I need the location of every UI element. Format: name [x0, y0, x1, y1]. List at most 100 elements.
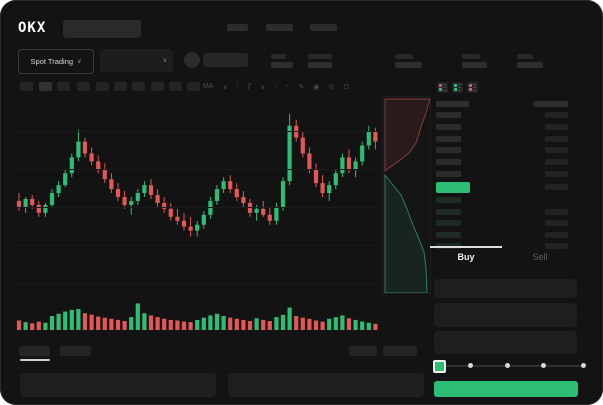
fullscreen-icon[interactable]: ⊡ [343, 83, 350, 91]
amount-slider[interactable] [434, 365, 586, 367]
candle [155, 195, 160, 203]
bid-row-2-price[interactable] [436, 208, 461, 215]
bids-only-icon[interactable] [452, 82, 463, 93]
settings-icon[interactable]: ⊙ [328, 83, 335, 91]
ticker-stat-3 [395, 54, 422, 68]
ticker-stat-5 [517, 54, 543, 68]
tab-sell[interactable]: Sell [532, 252, 548, 262]
candle [181, 220, 187, 227]
chart-bottom-tab-2[interactable] [60, 346, 91, 356]
candle [115, 189, 121, 197]
tab-buy[interactable]: Buy [457, 252, 475, 262]
candle [175, 216, 180, 221]
slider-stop-75[interactable] [541, 363, 546, 368]
gridline [14, 207, 378, 208]
divider: | [236, 83, 239, 90]
slider-stop-100[interactable] [581, 363, 586, 368]
candle [168, 208, 173, 217]
ask-row-1-amount [545, 112, 568, 118]
candle [76, 141, 81, 158]
candlestick-chart[interactable] [14, 98, 378, 296]
gridline [14, 245, 378, 246]
camera-icon[interactable]: ◉ [313, 83, 320, 91]
timeframe-button-1[interactable] [20, 82, 33, 91]
spot-trading-dropdown[interactable]: Spot Trading ∨ [18, 49, 94, 74]
line-style-icon[interactable]: ~ [285, 83, 290, 90]
candle [63, 173, 68, 186]
candle [254, 208, 259, 213]
okx-logo: OKX [18, 20, 47, 36]
ask-row-2-price[interactable] [436, 123, 461, 130]
nav-item-1[interactable] [227, 24, 248, 31]
ask-row-2-amount [545, 123, 568, 130]
timeframe-button-3[interactable] [57, 82, 70, 91]
candle [221, 181, 226, 190]
ticker-stat-4 [462, 54, 487, 68]
candle [30, 198, 35, 205]
volume-histogram [14, 300, 378, 330]
combined-book-icon[interactable] [437, 82, 448, 93]
function-icon[interactable]: ƒ [247, 83, 252, 90]
ask-row-3-price[interactable] [436, 135, 461, 142]
ask-row-5-price[interactable] [436, 159, 461, 166]
candle [96, 161, 101, 170]
orders-panel-right [228, 373, 424, 397]
candle [109, 179, 114, 190]
chart-bottom-tab-3[interactable] [349, 346, 377, 356]
total-input[interactable] [434, 331, 577, 354]
draw-icon[interactable]: ✎ [298, 83, 305, 91]
indicator-ma-icon[interactable]: MA [203, 83, 214, 90]
active-tab-indicator [20, 359, 50, 361]
timeframe-button-10[interactable] [187, 82, 200, 91]
nav-item-2[interactable] [266, 24, 293, 31]
candle [49, 193, 55, 205]
ask-row-6-price[interactable] [436, 171, 461, 177]
candle [69, 157, 74, 174]
bid-row-3-price[interactable] [436, 220, 461, 227]
candle [340, 157, 345, 174]
timeframe-button-2[interactable] [39, 82, 52, 91]
nav-item-3[interactable] [310, 24, 337, 31]
slider-stop-50[interactable] [505, 363, 510, 368]
candle [129, 200, 134, 205]
candle [353, 161, 358, 170]
buy-tab-active-indicator [430, 246, 502, 248]
ticker-stat-1 [271, 54, 293, 68]
timeframe-button-6[interactable] [114, 82, 127, 91]
ask-row-1-price[interactable] [436, 112, 461, 118]
timeframe-button-9[interactable] [169, 82, 182, 91]
price-input[interactable] [434, 279, 577, 298]
chart-bottom-tab-4[interactable] [383, 346, 417, 356]
candle [56, 185, 61, 194]
ask-row-4-price[interactable] [436, 147, 461, 154]
ask-row-3-amount [545, 135, 568, 142]
timeframe-button-5[interactable] [96, 82, 109, 91]
candle [327, 185, 332, 194]
gridline [14, 131, 378, 132]
pair-selector-dropdown[interactable]: ∨ [100, 49, 173, 72]
asks-only-icon[interactable] [467, 82, 478, 93]
bid-row-1-price[interactable] [436, 197, 461, 203]
slider-stop-25[interactable] [468, 363, 473, 368]
candle [280, 181, 286, 207]
buy-button[interactable] [434, 381, 578, 397]
coin-icon [184, 52, 200, 68]
timeframe-button-4[interactable] [77, 82, 90, 91]
pair-name-placeholder [203, 53, 248, 67]
slider-handle[interactable] [433, 360, 446, 373]
candle [162, 202, 167, 209]
chart-bottom-tab-1[interactable] [19, 346, 50, 356]
timeframe-button-8[interactable] [151, 82, 164, 91]
candle [214, 189, 220, 201]
candle [188, 226, 193, 231]
chevron-down-icon[interactable]: ∨ [260, 83, 266, 91]
chevron-down-icon[interactable]: ∨ [222, 83, 228, 91]
bid-row-4-price[interactable] [436, 231, 461, 238]
spot-trading-label: Spot Trading [30, 57, 74, 66]
bid-row-2-amount [545, 208, 568, 215]
last-price-highlight[interactable] [436, 182, 470, 193]
bid-row-3-amount [545, 220, 568, 227]
timeframe-button-7[interactable] [132, 82, 145, 91]
search-input[interactable] [63, 20, 141, 38]
amount-input[interactable] [434, 303, 577, 327]
